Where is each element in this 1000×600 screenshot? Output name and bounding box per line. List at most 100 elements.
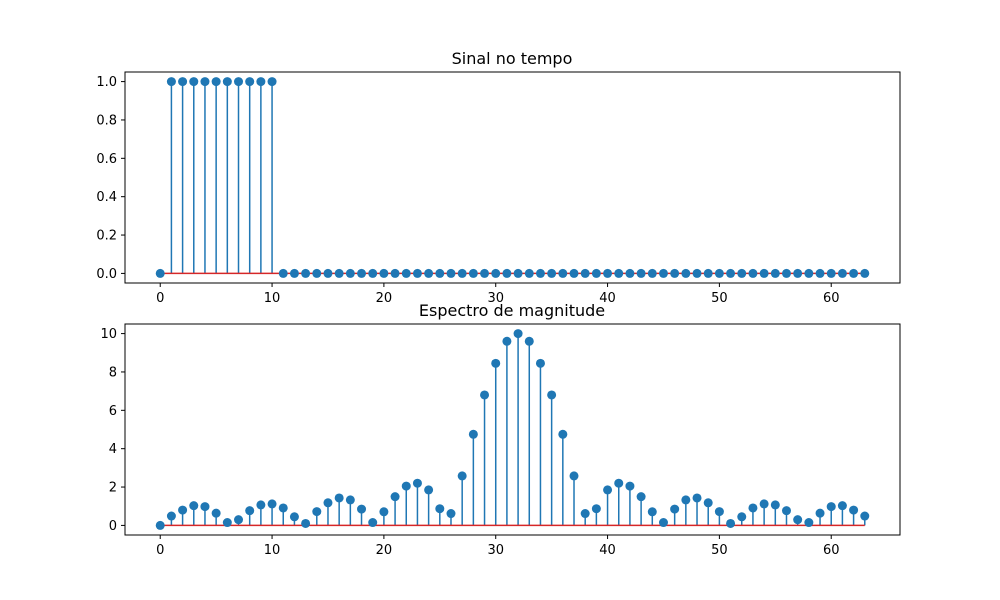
magnitude-spectrum-marker <box>647 507 657 517</box>
magnitude-spectrum-marker <box>278 503 288 513</box>
time-signal-marker <box>703 268 713 278</box>
time-signal-marker <box>457 268 467 278</box>
time-signal-marker <box>234 77 244 87</box>
time-signal-subplot: Sinal no tempo 0 10 20 30 40 50 60 0.00.20.40.… <box>96 49 901 306</box>
magnitude-spectrum-x-tick-label: 60 <box>823 543 840 558</box>
time-signal-marker <box>535 268 545 278</box>
time-signal-marker <box>860 268 870 278</box>
magnitude-spectrum-x-tick-label: 40 <box>599 543 616 558</box>
magnitude-spectrum-marker <box>658 518 668 528</box>
magnitude-spectrum-x-tick-label: 50 <box>711 543 728 558</box>
time-signal-marker <box>748 268 758 278</box>
time-signal-marker <box>793 268 803 278</box>
magnitude-spectrum-marker <box>446 509 456 519</box>
time-signal-marks <box>155 77 870 278</box>
magnitude-spectrum-x-tick-label: 30 <box>487 543 504 558</box>
time-signal-marker <box>636 268 646 278</box>
magnitude-spectrum-subplot: Espectro de magnitude 0 10 20 30 40 50 60 0 2 4 6… <box>100 301 901 558</box>
time-signal-marker <box>412 268 422 278</box>
time-signal-marker <box>390 268 400 278</box>
time-signal-marker <box>759 268 769 278</box>
magnitude-spectrum-marker <box>726 518 736 528</box>
time-signal-marker <box>580 268 590 278</box>
time-signal-marker <box>401 268 411 278</box>
magnitude-spectrum-marker <box>435 504 445 514</box>
magnitude-spectrum-marker <box>860 511 870 521</box>
time-signal-marker <box>211 77 221 87</box>
magnitude-spectrum-marker <box>222 518 232 528</box>
time-signal-y-tick-label: 1.0 <box>96 75 117 90</box>
magnitude-spectrum-axes-frame <box>124 323 901 536</box>
time-signal-marker <box>726 268 736 278</box>
magnitude-spectrum-marker <box>714 507 724 517</box>
time-signal-marker <box>837 268 847 278</box>
magnitude-spectrum-x-tick-label: 20 <box>376 543 393 558</box>
time-signal-marker <box>345 268 355 278</box>
time-signal-x-tick-label: 20 <box>376 291 393 306</box>
time-signal-marker <box>647 268 657 278</box>
time-signal-marker <box>468 268 478 278</box>
magnitude-spectrum-marker <box>837 501 847 511</box>
magnitude-spectrum-marker <box>267 499 277 509</box>
magnitude-spectrum-marker <box>200 502 210 512</box>
magnitude-spectrum-marker <box>480 390 490 400</box>
time-signal-marker <box>301 268 311 278</box>
magnitude-spectrum-marker <box>547 390 557 400</box>
magnitude-spectrum-marker <box>457 471 467 481</box>
magnitude-spectrum-marker <box>211 508 221 518</box>
time-signal-y-tick-label: 0.8 <box>96 113 117 128</box>
time-signal-marker <box>781 268 791 278</box>
magnitude-spectrum-marker <box>401 481 411 491</box>
magnitude-spectrum-marker <box>759 499 769 509</box>
time-signal-marker <box>222 77 232 87</box>
magnitude-spectrum-y-tick-label: 6 <box>109 404 117 419</box>
magnitude-spectrum-marker <box>256 500 266 510</box>
time-signal-marker <box>591 268 601 278</box>
time-signal-y-tick-label: 0.6 <box>96 152 117 167</box>
magnitude-spectrum-marker <box>535 358 545 368</box>
magnitude-spectrum-marker <box>580 509 590 519</box>
time-signal-x-tick-label: 30 <box>487 291 504 306</box>
magnitude-spectrum-marker <box>591 504 601 514</box>
magnitude-spectrum-marker <box>614 478 624 488</box>
magnitude-spectrum-marker <box>513 329 523 339</box>
magnitude-spectrum-marker <box>502 336 512 346</box>
time-signal-marker <box>491 268 501 278</box>
magnitude-spectrum-marker <box>245 506 255 516</box>
magnitude-spectrum-marker <box>368 518 378 528</box>
time-signal-marker <box>524 268 534 278</box>
time-signal-marker <box>815 268 825 278</box>
time-signal-marker <box>178 77 188 87</box>
time-signal-marker <box>379 268 389 278</box>
magnitude-spectrum-marker <box>334 493 344 503</box>
magnitude-spectrum-marker <box>345 495 355 505</box>
time-signal-marker <box>368 268 378 278</box>
magnitude-spectrum-marker <box>793 515 803 525</box>
magnitude-spectrum-y-ticks: 0 2 4 6 8 10 <box>100 327 125 534</box>
magnitude-spectrum-x-tick-label: 10 <box>264 543 281 558</box>
magnitude-spectrum-marker <box>155 520 165 530</box>
time-signal-marker <box>357 268 367 278</box>
magnitude-spectrum-marker <box>603 485 613 495</box>
time-signal-marker <box>245 77 255 87</box>
magnitude-spectrum-marker <box>524 336 534 346</box>
magnitude-spectrum-marker <box>748 503 758 513</box>
time-signal-marker <box>166 77 176 87</box>
magnitude-spectrum-marker <box>390 492 400 502</box>
magnitude-spectrum-marker <box>625 481 635 491</box>
time-signal-x-tick-label: 60 <box>823 291 840 306</box>
magnitude-spectrum-marker <box>692 493 702 503</box>
time-signal-y-ticks: 0.0 0.2 0.4 0.6 0.8 1.0 <box>96 75 125 282</box>
magnitude-spectrum-marker <box>289 512 299 522</box>
magnitude-spectrum-marker <box>569 471 579 481</box>
time-signal-marker <box>614 268 624 278</box>
time-signal-y-tick-label: 0.2 <box>96 229 117 244</box>
time-signal-title: Sinal no tempo <box>452 49 573 68</box>
time-signal-marker <box>770 268 780 278</box>
magnitude-spectrum-y-tick-label: 2 <box>109 481 117 496</box>
time-signal-x-tick-label: 50 <box>711 291 728 306</box>
time-signal-marker <box>435 268 445 278</box>
magnitude-spectrum-title: Espectro de magnitude <box>419 301 605 320</box>
magnitude-spectrum-x-ticks: 0 10 20 30 40 50 60 <box>156 535 839 558</box>
